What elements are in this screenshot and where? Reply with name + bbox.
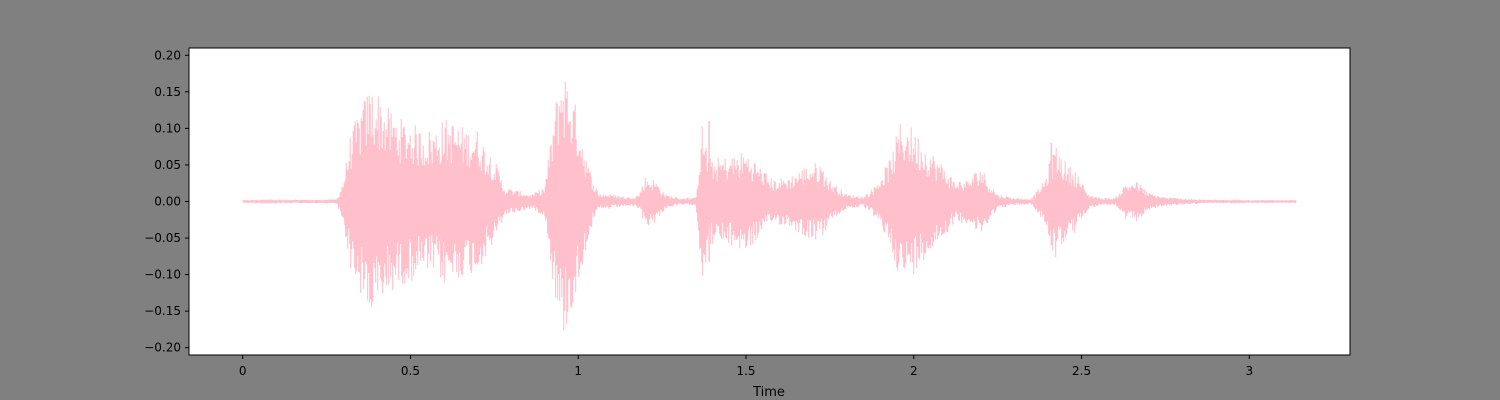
waveform-series-0 bbox=[242, 81, 1297, 331]
y-tick-label-0: 0.20 bbox=[154, 48, 181, 62]
y-tick-label-3: 0.05 bbox=[154, 158, 181, 172]
x-tick-label-6: 3 bbox=[1246, 364, 1254, 378]
y-tick-label-5: −0.05 bbox=[144, 231, 181, 245]
y-tick-label-8: −0.20 bbox=[144, 341, 181, 355]
x-tick-label-0: 0 bbox=[239, 364, 247, 378]
x-tick-label-3: 1.5 bbox=[736, 364, 755, 378]
waveform-layer bbox=[242, 81, 1297, 331]
x-axis: 0 0.5 1 1.5 2 2.5 3 bbox=[239, 355, 1253, 378]
y-tick-label-1: 0.15 bbox=[154, 85, 181, 99]
x-axis-label: Time bbox=[752, 385, 785, 400]
x-tick-label-2: 1 bbox=[574, 364, 582, 378]
y-tick-label-2: 0.10 bbox=[154, 121, 181, 135]
y-tick-label-7: −0.15 bbox=[144, 304, 181, 318]
y-axis: 0.20 0.15 0.10 0.05 0.00 −0.05 −0.10 −0.15 −0.20 bbox=[144, 48, 189, 355]
x-tick-label-1: 0.5 bbox=[401, 364, 420, 378]
x-tick-label-4: 2 bbox=[910, 364, 918, 378]
x-tick-label-5: 2.5 bbox=[1072, 364, 1091, 378]
y-tick-label-6: −0.10 bbox=[144, 268, 181, 282]
y-tick-label-4: 0.00 bbox=[154, 195, 181, 209]
